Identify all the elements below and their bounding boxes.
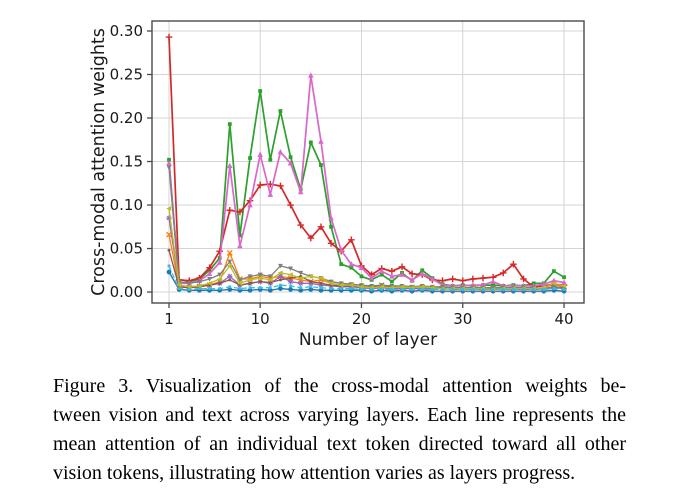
series-text-token-2-orange: [166, 231, 568, 292]
y-axis-label: Cross-modal attention weights: [89, 28, 109, 296]
svg-text:0.10: 0.10: [110, 196, 143, 214]
x-axis: 1 10 20 30 40 Number of layer: [164, 303, 574, 350]
svg-text:0.15: 0.15: [110, 153, 143, 171]
series-text-token-10-cyan: [167, 264, 566, 291]
caption-line-4: vision tokens, illustrating how attentio…: [53, 462, 576, 484]
svg-text:0.25: 0.25: [110, 66, 143, 84]
caption-line-3: mean attention of an individual text tok…: [53, 433, 626, 455]
caption-line-2: tween vision and text across varying lay…: [53, 404, 626, 426]
svg-text:10: 10: [251, 310, 270, 328]
x-axis-label: Number of layer: [299, 330, 437, 350]
caption-line-1: Figure 3. Visualization of the cross-mod…: [53, 375, 626, 397]
svg-text:20: 20: [352, 310, 371, 328]
figure-caption: Figure 3. Visualization of the cross-mod…: [53, 372, 626, 488]
svg-text:0.30: 0.30: [110, 22, 143, 40]
svg-text:40: 40: [554, 310, 573, 328]
svg-text:30: 30: [453, 310, 472, 328]
grid-lines: [152, 21, 584, 303]
y-axis: 0.00 0.05 0.10 0.15 0.20 0.25 0.30Cross-modal …: [89, 22, 152, 301]
svg-text:0.00: 0.00: [110, 283, 143, 301]
svg-text:0.20: 0.20: [110, 109, 143, 127]
attention-line-chart: 1 10 20 30 40 Number of layer 0.00 0.05 0.10 0.15…: [89, 20, 585, 350]
svg-text:1: 1: [164, 310, 174, 328]
svg-text:0.05: 0.05: [110, 240, 143, 258]
